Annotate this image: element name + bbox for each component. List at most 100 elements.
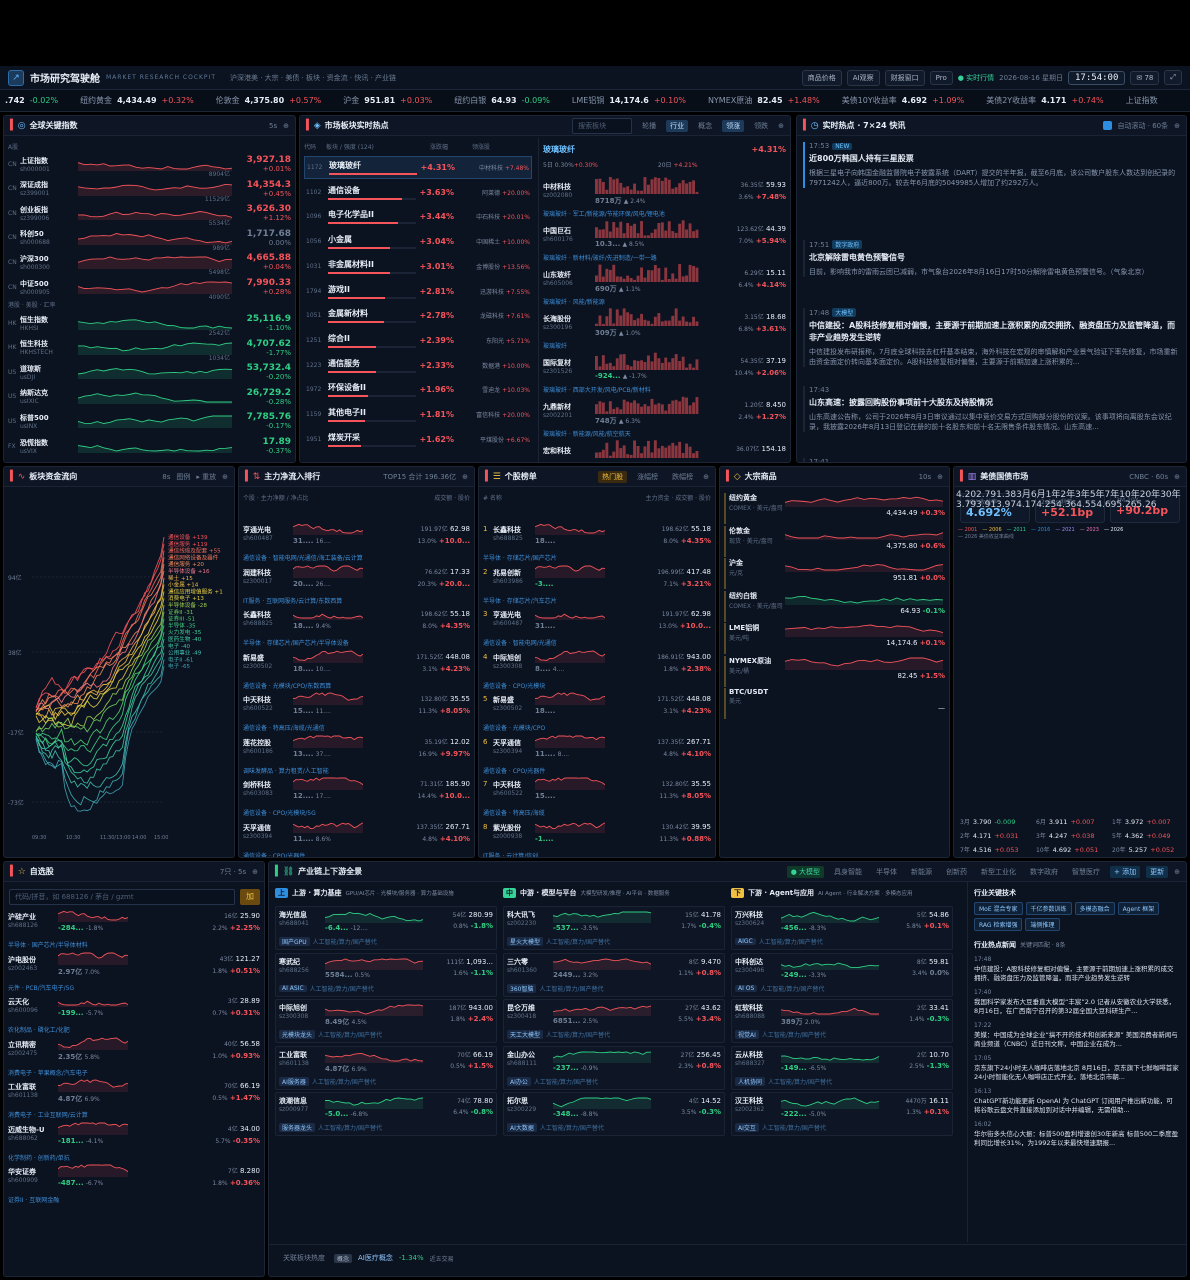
tab-losers[interactable]: 跌幅榜 (672, 472, 694, 481)
chain-stock-card[interactable]: 中科创达 sz300496 -249... -3.3% 8亿 59.81 3.4% 0.… (731, 952, 953, 997)
tech-chip[interactable]: Agent 框架 (1117, 902, 1160, 915)
news-item[interactable]: 17:41朱森森部部长表调研长沙江河环保传标业工作 (803, 458, 1180, 462)
sector-row[interactable]: 1096 电子化学品II +3.44% 中石科技 +20.01% (304, 205, 532, 228)
ticker-item[interactable]: LME铝铜 14,174.6 +0.10% (571, 96, 686, 105)
commodity-row[interactable]: 沪金 元/克 951.81 +0.0% (724, 558, 945, 589)
ticker-item[interactable]: 纽约白银 64.93 -0.09% (454, 96, 550, 105)
commodity-row[interactable]: NYMEX原油 美元/桶 82.45 +1.5% (724, 655, 945, 687)
index-row[interactable]: CN 深证成指 sz399001 11529亿 14,354.3 +0.45% (8, 179, 291, 201)
tech-chip[interactable]: MoE 混合专家 (974, 902, 1023, 915)
tab-industry[interactable]: 行业 (666, 119, 689, 132)
sector-row[interactable]: 1051 金属新材料 +2.78% 龙磁科技 +7.61% (304, 304, 532, 327)
add-button[interactable]: 加 (240, 889, 260, 905)
stock-row[interactable]: 华安证券 sh600909 -487... -6.7% 7亿 8.280 1.8% +0… (8, 1163, 260, 1203)
sector-row[interactable]: 1223 通信服务 +2.33% 数据港 +10.00% (304, 354, 532, 377)
index-row[interactable]: CN 上证指数 sh000001 8904亿 3,927.18 +0.01% (8, 155, 291, 176)
sector-row[interactable]: 1172 玻璃玻纤 +4.31% 中材科技 +7.48% (304, 156, 532, 179)
side-news-item[interactable]: 17:05 京东旗下24小时无人咖啡店落地北京 8月16日，京东旗下七鲜咖啡首家2… (974, 1055, 1179, 1081)
sector-stock-row[interactable]: 宏和科技 ▲ 36.07亿 154.18 (543, 440, 786, 462)
side-news-item[interactable]: 17:40 我国科学家发布大豆垂直大模型“丰宸”2.0 记者从安徽农业大学获悉，8… (974, 989, 1176, 1015)
stock-row[interactable]: 4 中际旭创 sz300308 8.... 4.... 186.91亿 943.00 1.… (483, 649, 711, 689)
tab-gainers[interactable]: 涨幅榜 (637, 472, 659, 481)
chain-stock-card[interactable]: 云从科技 sh688327 -149... -6.5% 2亿 10.70 2.5% -1… (731, 1045, 953, 1090)
pro-button[interactable]: Pro (929, 70, 953, 85)
stock-row[interactable]: 5 新易盛 sz300502 18.... 171.52亿 448.08 3.1% +4… (483, 691, 711, 731)
sector-row[interactable]: 1251 综合II +2.39% 东阳光 +5.71% (304, 329, 532, 352)
chain-tab[interactable]: 数字政府 (1030, 867, 1059, 876)
zoom-icon[interactable]: ⊕ (222, 472, 228, 481)
chain-stock-card[interactable]: 三六零 sh601360 2449... 3.2% 8亿 9.470 1.1% +0.8… (503, 952, 725, 997)
sector-row[interactable]: 1031 非金属材料II +3.01% 金博股份 +13.56% (304, 255, 532, 278)
index-row[interactable]: HK 恒生科技 HKHSTECH 1034亿 4,707.62 -1.77% (8, 338, 291, 360)
tab-hot[interactable]: 热门股 (598, 470, 628, 483)
stock-row[interactable]: 云天化 sh600096 -199... -5.7% 3亿 28.89 0.7% +0.… (8, 993, 260, 1033)
chain-tab[interactable]: ● 大模型 (786, 865, 825, 878)
zoom-icon[interactable]: ⊕ (937, 472, 943, 481)
stock-row[interactable]: 长鑫科技 sh688825 18.... 9.4% 198.62亿 55.18 8.0%… (243, 606, 470, 646)
commodity-row[interactable]: BTC/USDT 美元 — (724, 688, 945, 719)
ticker-item[interactable]: 伦敦金 4,375.80 +0.57% (215, 96, 322, 105)
stock-row[interactable]: 迈威生物-U sh688062 -181... -4.1% 4亿 34.00 5.7% … (8, 1121, 260, 1161)
zoom-icon[interactable]: ⊕ (703, 472, 709, 481)
commodity-row[interactable]: 伦敦金 现货 · 美元/盎司 4,375.80 +0.6% (724, 525, 945, 557)
chain-tab[interactable]: 创新药 (946, 867, 968, 876)
replay-button[interactable]: ▸ 重放 (196, 472, 217, 481)
side-news-item[interactable]: 16:02 华尔街多头信心大振：标普500盈利增速创30年新高 标普500二季度盈… (974, 1121, 1179, 1147)
sector-search-input[interactable]: 搜索板块 (572, 117, 633, 134)
chain-tab[interactable]: 智慧医疗 (1072, 867, 1101, 876)
chain-stock-card[interactable]: 虹软科技 sh688088 389万 2.0% 2亿 33.41 1.4% -0.3% (731, 999, 953, 1043)
market-nav[interactable]: 沪深港美 · 大宗 · 美债 · 板块 · 资金流 · 快讯 · 产业链 (229, 73, 397, 82)
stock-row[interactable]: 亨通光电 sh600487 31.... 16.... 191.97亿 62.98 13… (243, 521, 470, 561)
commodity-row[interactable]: 纽约白银 COMEX · 美元/盎司 64.93 -0.1% (724, 590, 945, 622)
side-news-item[interactable]: 16:13 ChatGPT新功能更新 OpenAI 为 ChatGPT 订阅用户推… (974, 1088, 1173, 1114)
zoom-icon[interactable]: ⊕ (1174, 121, 1180, 130)
index-row[interactable]: CN 中证500 sh000905 4090亿 7,990.33 +0.28% (8, 278, 291, 299)
stock-row[interactable]: 沪电股份 sz002463 2.97亿 7.0% 43亿 121.27 1.8% +0.… (8, 951, 260, 991)
side-news-item[interactable]: 17:48 中信建投：A股科技修复相对偏慢，主要源于前期加速上涨积累的成交拥挤、融… (974, 956, 1174, 982)
zoom-icon[interactable]: ⊕ (283, 121, 289, 130)
ticker-item[interactable]: 沪金 951.81 +0.03% (343, 96, 433, 105)
commodity-price-button[interactable]: 商品价格 (801, 69, 842, 86)
stock-row[interactable]: 剑桥科技 sh603083 12.... 17.... 71.31亿 185.90 14… (243, 776, 470, 816)
stock-row[interactable]: 1 长鑫科技 sh688825 18.... 198.62亿 55.18 8.0% +4… (483, 521, 711, 561)
sector-stock-row[interactable]: 九鼎新材 sz002201 748万 ▲ 6.3% 1.20亿 8.450 2.4% +… (543, 396, 786, 438)
zoom-icon[interactable]: ⊕ (462, 472, 468, 481)
stock-row[interactable]: 8 紫光股份 sz000938 -1.... 130.42亿 39.95 11.3% +… (483, 819, 711, 858)
chain-stock-card[interactable]: 昆仑万维 sz300418 6851... 2.5% 27亿 43.62 5.5% +3… (503, 999, 725, 1043)
ticker-item[interactable]: .742 -0.02% (5, 96, 59, 105)
chain-stock-card[interactable]: 工业富联 sh601138 4.87亿 6.9% 70亿 66.19 0.5% +1.5… (275, 1045, 497, 1090)
auto-scroll-checkbox[interactable] (1102, 121, 1112, 130)
zoom-icon[interactable]: ⊕ (1174, 472, 1180, 481)
index-row[interactable]: US 道琼斯 usDJI 53,732.4 -0.20% (8, 363, 291, 382)
chain-tab[interactable]: + 添加 (1110, 865, 1141, 878)
sector-row[interactable]: 1159 其他电子II +1.81% 富信科技 +20.00% (304, 403, 532, 426)
stock-row[interactable]: 工业富联 sh601138 4.87亿 6.9% 70亿 66.19 0.5% +1.4… (8, 1078, 260, 1118)
sector-row[interactable]: 1972 环保设备II +1.96% 雪迪龙 +10.03% (304, 378, 532, 401)
chain-tab[interactable]: 新能源 (911, 867, 933, 876)
chain-stock-card[interactable]: 拓尔思 sz300229 -348... -8.8% 4亿 14.52 3.5% -0.… (503, 1092, 725, 1136)
sector-row[interactable]: 1794 游戏II +2.81% 迅游科技 +7.55% (304, 280, 532, 303)
side-news-item[interactable]: 17:22 美媒：中国成为全球企业“搞不开的技术和创新来源” 美国消费者新闻与商业… (974, 1022, 1178, 1048)
stock-row[interactable]: 3 亨通光电 sh600487 31.... 191.97亿 62.98 13.0% +… (483, 606, 711, 646)
ai-observe-button[interactable]: AI观察 (846, 69, 880, 86)
zoom-icon[interactable]: ⊕ (1174, 867, 1180, 876)
sector-stock-row[interactable]: 中材科技 sz002080 8718万 ▲ 2.4% 36.35亿 59.93 3.6%… (543, 176, 786, 218)
chain-stock-card[interactable]: 万兴科技 sz300624 -456... -8.3% 5亿 54.86 5.8% +0… (731, 906, 953, 950)
watchlist-search-input[interactable]: 代码/拼音，如 688126 / 茅台 / gzmt (9, 889, 235, 905)
tab-lead-down[interactable]: 领跌 (754, 121, 769, 130)
index-row[interactable]: CN 创业板指 sz399006 5534亿 3,626.30 +1.12% (8, 204, 291, 226)
sector-row[interactable]: 1951 煤炭开采 +1.62% 平煤股份 +6.67% (304, 428, 532, 451)
index-row[interactable]: FX 恐慌指数 usVIX 17.89 -0.37% (8, 437, 291, 455)
message-button[interactable]: ✉ 78 (1130, 70, 1160, 85)
chain-tab[interactable]: 具身智能 (834, 867, 863, 876)
stock-row[interactable]: 中天科技 sh600522 15.... 11.... 132.80亿 35.55 11… (243, 691, 470, 731)
sector-row[interactable]: 1056 小金属 +3.04% 中国稀土 +10.00% (304, 230, 532, 253)
sector-stock-row[interactable]: 中国巨石 sh600176 10.3... ▲ 8.5% 123.62亿 44.39 7… (543, 220, 786, 262)
ticker-item[interactable]: 上证指数 (1125, 96, 1158, 105)
tech-chip[interactable]: 千亿参数训练 (1025, 902, 1072, 915)
ticker-item[interactable]: NYMEX原油 82.45 +1.48% (707, 96, 820, 105)
chain-stock-card[interactable]: 金山办公 sh688111 -237... -0.9% 27亿 256.45 2.3% … (503, 1045, 725, 1090)
news-item[interactable]: 17:51 数字政府 北京解除雷电黄色预警信号 目前，影响我市的雷雨云团已减弱，市气象… (803, 240, 1180, 277)
chain-stock-card[interactable]: 汉王科技 sz002362 -222... -5.0% 4470万 16.11 1.3%… (731, 1092, 953, 1136)
tech-chip[interactable]: 端侧推理 (1025, 918, 1060, 931)
